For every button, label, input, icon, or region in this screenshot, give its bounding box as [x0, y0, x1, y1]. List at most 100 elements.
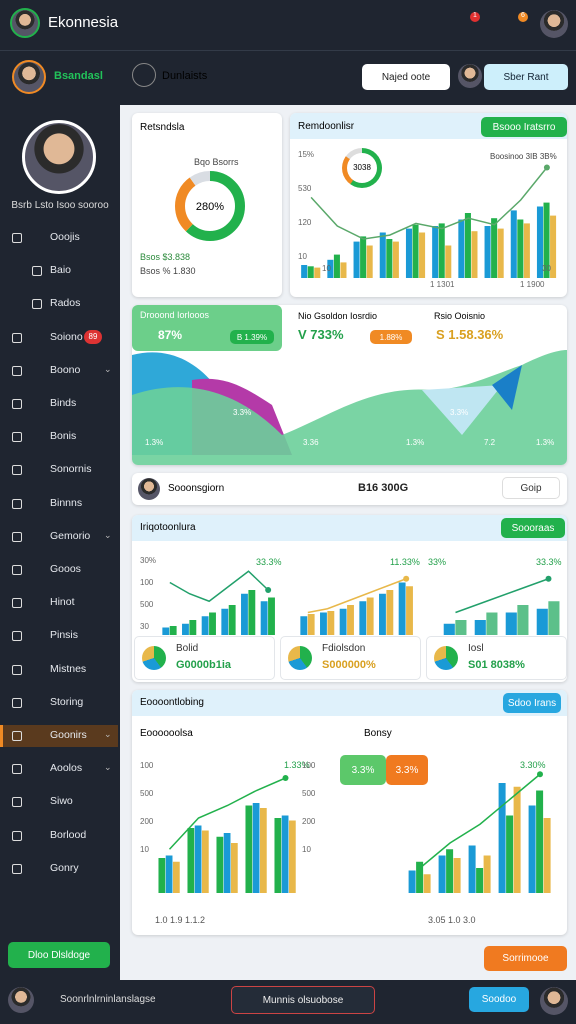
chevron: ⌄ [104, 363, 112, 374]
bar [360, 236, 367, 278]
menu-item[interactable]: Binnns [50, 496, 83, 509]
bar [523, 223, 530, 278]
bar [474, 620, 486, 635]
menu-item[interactable]: Goonirs [50, 729, 87, 741]
badge: 89 [84, 329, 102, 344]
bar [506, 815, 514, 893]
menu-icon [12, 731, 22, 741]
menu-item[interactable]: Sonornis [50, 463, 92, 476]
bar [379, 232, 386, 278]
y-tick-label: 15% [298, 150, 315, 159]
bar [366, 245, 373, 278]
bar [550, 215, 557, 278]
menu-item[interactable]: Boono [50, 363, 81, 376]
user-name: Bsandasl [54, 70, 103, 82]
line [310, 167, 548, 240]
legend: Bqo Bsorrs [194, 157, 239, 167]
bar [353, 241, 360, 278]
menu-icon [12, 465, 22, 476]
chevron: ⌄ [104, 529, 112, 540]
bar [194, 825, 202, 893]
menu-icon [32, 299, 42, 310]
kpi-title: Drooond Iorlooos [140, 310, 210, 320]
area-label: 1.3% [145, 438, 164, 447]
menu-item[interactable]: Rados [50, 297, 81, 310]
bar [307, 614, 315, 635]
area [492, 365, 522, 410]
menu-icon [32, 266, 42, 277]
area-label: 3.3% [450, 408, 469, 417]
bar [228, 605, 236, 635]
button[interactable]: Sorrimooe [484, 946, 567, 971]
bar [443, 623, 455, 635]
avatar[interactable] [540, 10, 568, 38]
tab[interactable]: Bonsy [364, 728, 392, 739]
area-label: 3.36 [303, 438, 319, 447]
bar [307, 266, 314, 278]
stat-value: G0000b1ia [176, 659, 232, 671]
bar [536, 790, 544, 893]
menu-item[interactable]: Mistnes [50, 662, 87, 675]
highlight[interactable]: Munnis olsuobose [231, 986, 375, 1014]
chart-label: 1.33% [284, 760, 310, 770]
area-chart [132, 350, 567, 465]
button[interactable]: Bsooo Iratsrro [481, 117, 567, 137]
bar [517, 219, 524, 278]
menu-item[interactable]: Storing [50, 695, 84, 708]
bar [241, 593, 248, 635]
chevron: ⌄ [104, 729, 112, 739]
donut-label: 3038 [347, 153, 377, 183]
bar [216, 836, 224, 893]
x-tick-labels: 1.0 1.9 1.1.2 [155, 915, 206, 925]
button[interactable]: Soooraas [501, 518, 565, 538]
bar [405, 228, 412, 278]
button[interactable]: Sber Rant [484, 64, 568, 90]
menu-item[interactable]: Gooos [50, 563, 81, 575]
menu-item[interactable]: Pinsis [50, 629, 79, 642]
bar [423, 874, 431, 893]
button[interactable]: Sdoo Irans [503, 693, 561, 713]
button[interactable]: Najed oote [362, 64, 450, 90]
menu-item[interactable]: Hinot [50, 596, 75, 609]
menu-item[interactable]: Aoolos [50, 762, 83, 775]
menu-item[interactable]: Borlood [50, 828, 87, 841]
button[interactable]: Dloo Dlsldoge [8, 942, 110, 968]
bar [543, 202, 550, 278]
menu-item[interactable]: Gemorio [50, 529, 91, 542]
donut-label: 280% [195, 201, 225, 213]
bar [347, 605, 354, 635]
stat-name: Bolid [176, 643, 199, 654]
card-title: Remdoonlisr [298, 121, 355, 132]
bar [268, 597, 275, 635]
bar [438, 223, 445, 278]
bar [416, 861, 424, 893]
menu-item[interactable]: Siwo [50, 795, 73, 808]
icon [132, 63, 156, 87]
bar [446, 849, 454, 893]
menu-item[interactable]: Gonry [50, 861, 79, 874]
bar [201, 616, 209, 635]
menu-item[interactable]: Baio [50, 264, 72, 277]
area-label: 1.3% [536, 438, 555, 447]
summary-bar [132, 473, 567, 505]
menu-item[interactable]: Bonis [50, 430, 77, 443]
y-tick-label: 100 [302, 761, 316, 770]
button[interactable]: Goip [502, 477, 560, 499]
kpi-value: S 1.58.36% [436, 327, 504, 342]
area-label: 7.2 [484, 438, 496, 447]
area-label: 1.3% [406, 438, 425, 447]
menu-icon [12, 565, 22, 575]
bar [169, 626, 177, 635]
menu-item[interactable]: Binds [50, 397, 77, 409]
badge: 1 [470, 12, 480, 22]
bar [392, 241, 399, 278]
bar [505, 612, 517, 635]
button[interactable]: Soodoo [469, 987, 529, 1012]
menu-item[interactable]: Soiono [50, 330, 83, 343]
menu-item[interactable]: Ooojis [50, 231, 80, 243]
footnote: 1 1301 [430, 280, 455, 289]
x-tick-label: 10 [322, 264, 331, 273]
summary-name: Sooonsgiorn [168, 483, 225, 494]
bar-chart [158, 775, 296, 893]
